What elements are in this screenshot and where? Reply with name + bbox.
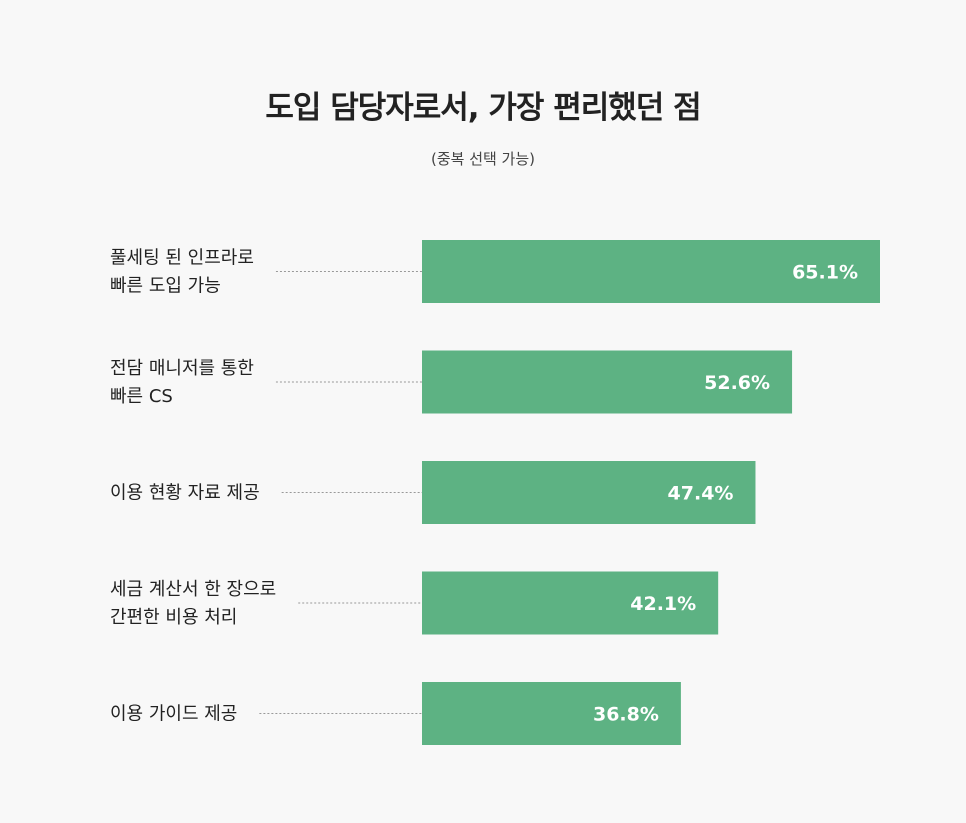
bar-value-label-1: 65.1%: [792, 262, 858, 284]
category-label-5-line-1: 이용 가이드 제공: [110, 704, 237, 725]
bar-group-5: 36.8% 이용 가이드 제공: [110, 682, 681, 745]
bar-value-label-4: 42.1%: [630, 593, 696, 615]
chart-title: 도입 담당자로서, 가장 편리했던 점: [265, 90, 701, 126]
bar-2: [422, 350, 793, 414]
category-label-4-line-2: 간편한 비용 처리: [110, 607, 237, 628]
category-label-1-line-1: 풀세팅 된 인프라로: [110, 248, 254, 269]
bar-value-label-5: 36.8%: [593, 704, 659, 726]
bar-5: [422, 682, 681, 745]
bar-1: [422, 240, 880, 303]
category-label-1-line-2: 빠른 도입 가능: [110, 276, 221, 297]
category-label-2-line-1: 전담 매니저를 통한: [110, 358, 254, 379]
chart-subtitle: (중복 선택 가능): [430, 150, 536, 168]
category-label-4-line-1: 세금 계산서 한 장으로: [110, 579, 276, 600]
bar-value-label-3: 47.4%: [668, 483, 734, 505]
category-label-3-line-1: 이용 현황 자료 제공: [110, 483, 260, 504]
bar-4: [422, 571, 719, 635]
bar-3: [422, 461, 756, 524]
bar-group-3: 47.4% 이용 현황 자료 제공: [110, 461, 756, 524]
bar-value-label-2: 52.6%: [704, 372, 770, 394]
category-label-2-line-2: 빠른 CS: [110, 386, 173, 407]
